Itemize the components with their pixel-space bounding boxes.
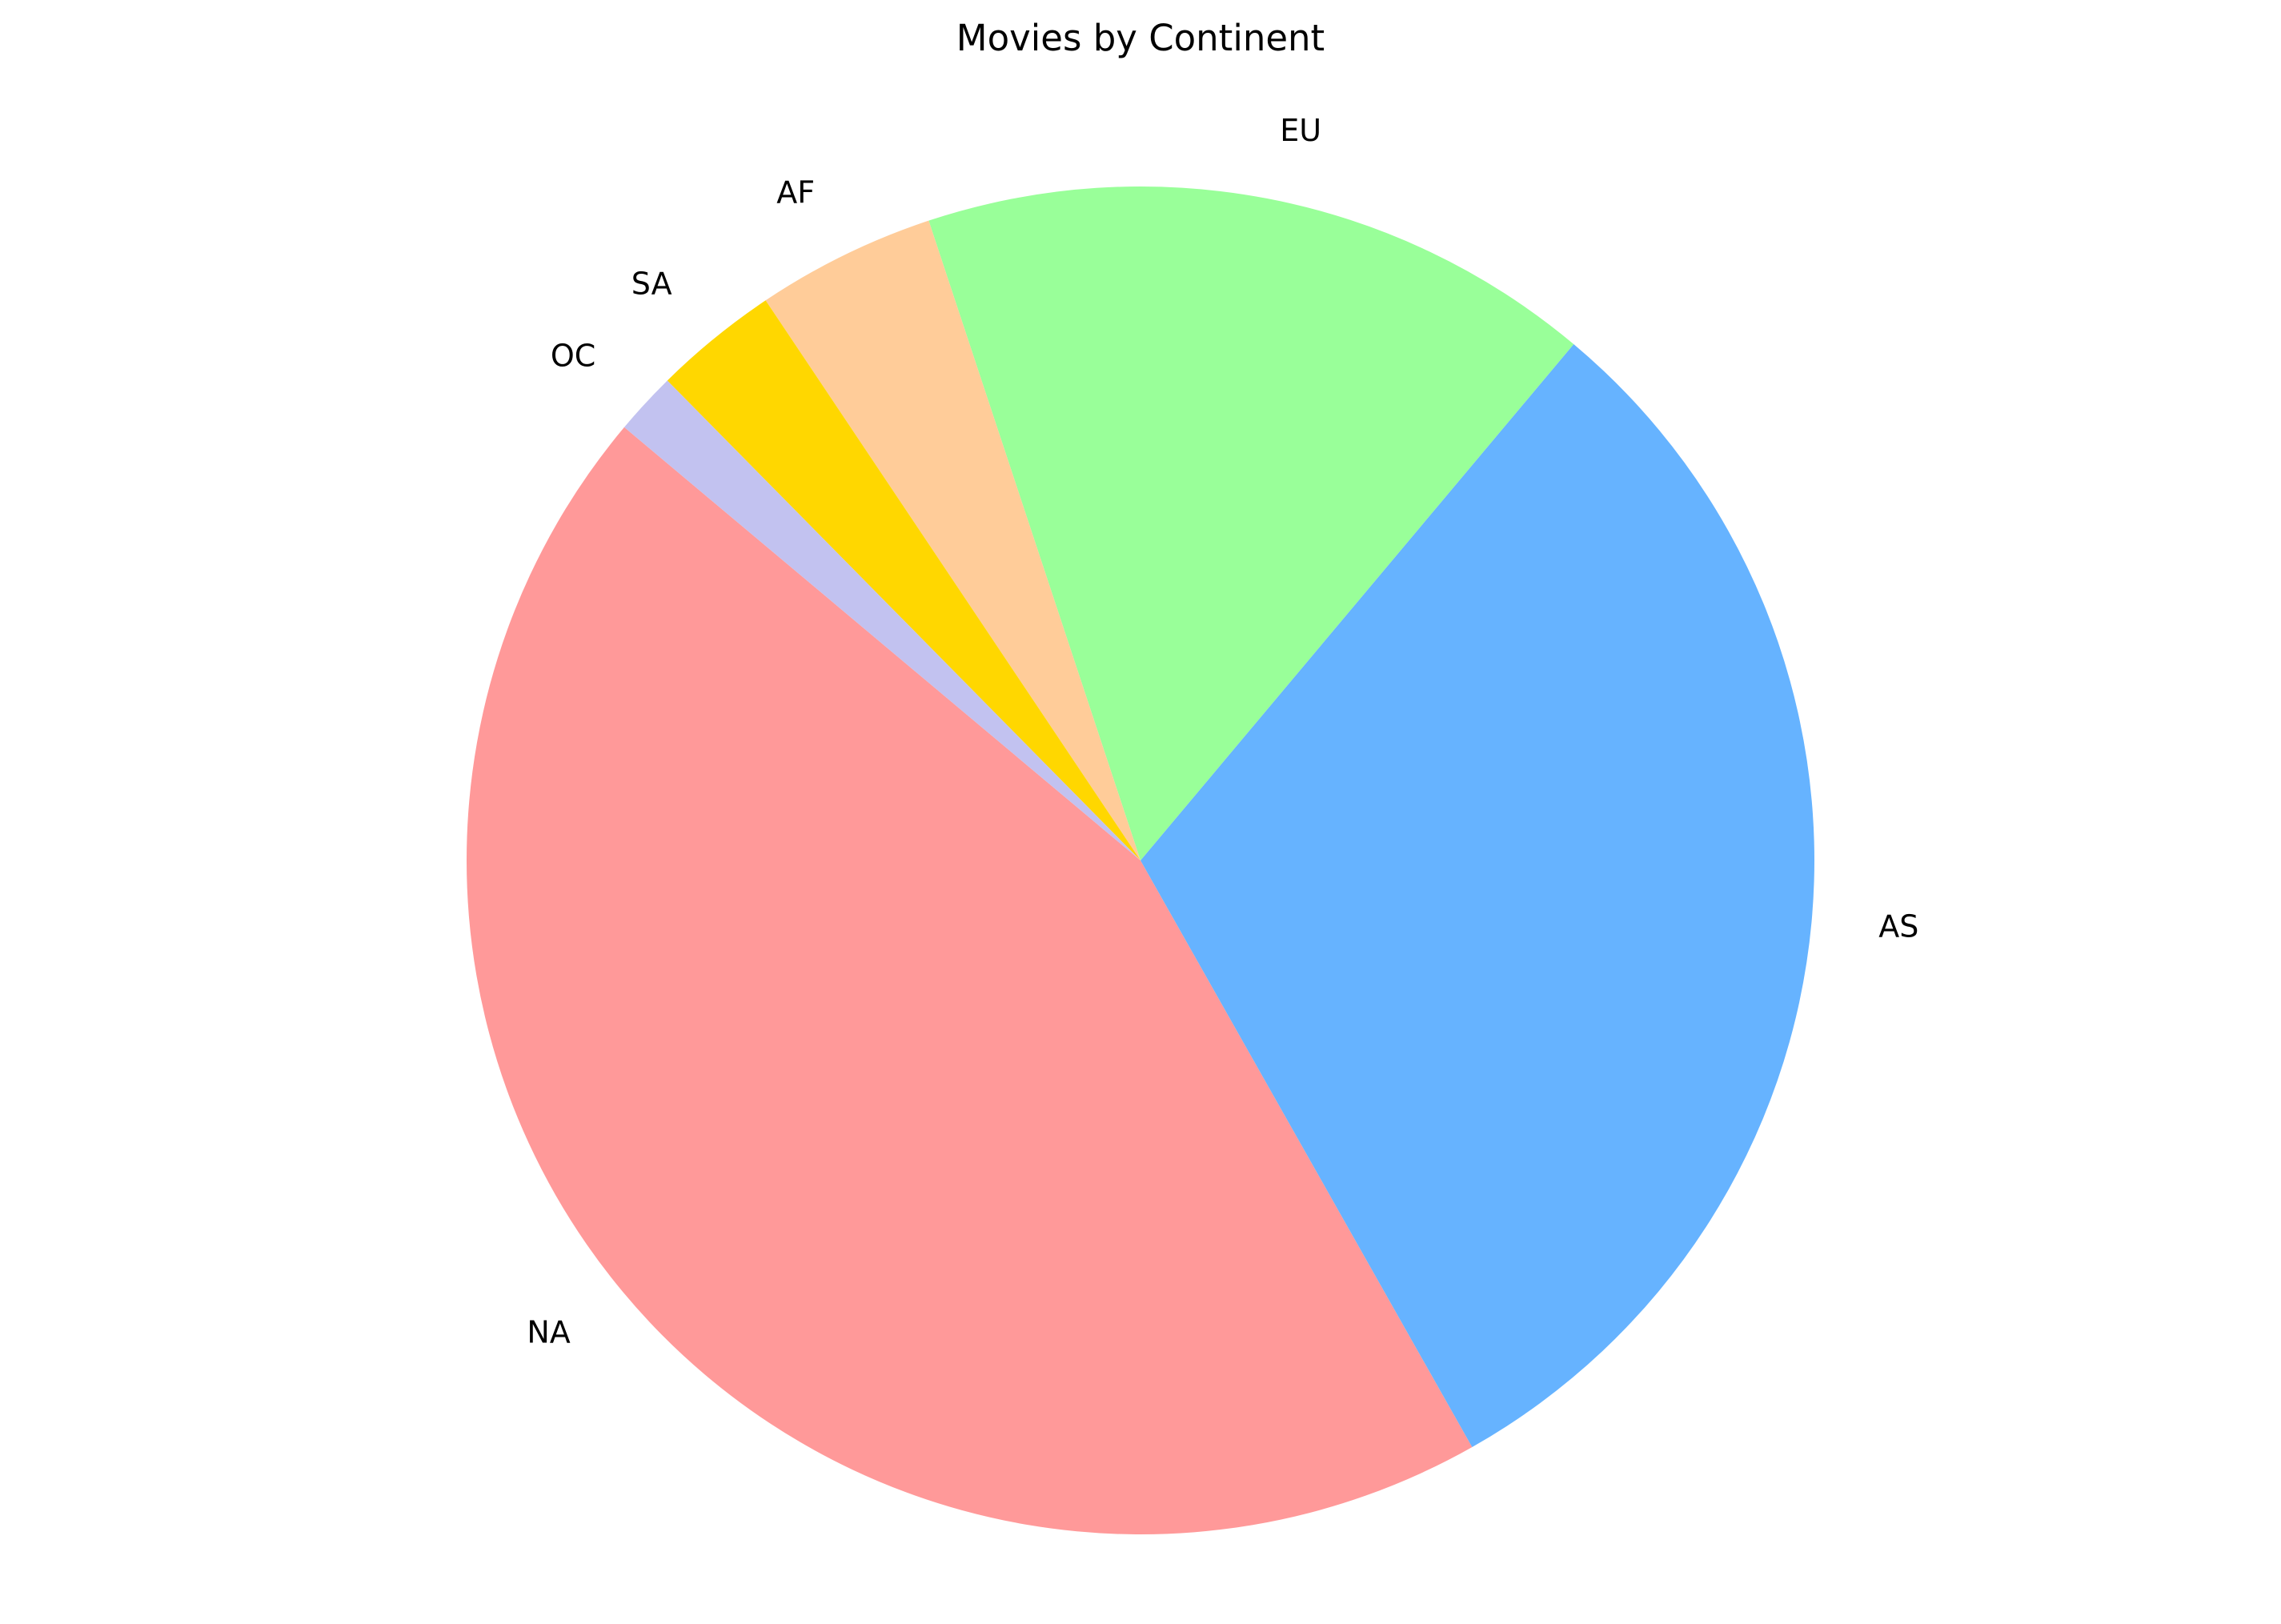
chart-title: Movies by Continent [956,17,1325,59]
pie-labels: NA AS EU AF SA OC [527,113,1918,1350]
pie-slice-oc [623,380,1140,860]
pie-slice-as [1140,343,1815,1447]
pie-label-oc: OC [551,338,595,373]
pie-label-as: AS [1878,908,1918,944]
pie-slices [466,186,1815,1535]
pie-slice-sa [667,300,1140,861]
pie-slice-af [765,220,1140,860]
pie-slice-eu [928,186,1574,860]
pie-label-eu: EU [1280,113,1321,148]
pie-label-na: NA [527,1315,570,1350]
pie-slice-na [466,427,1473,1535]
pie-label-af: AF [776,174,815,210]
pie-label-sa: SA [631,267,672,302]
